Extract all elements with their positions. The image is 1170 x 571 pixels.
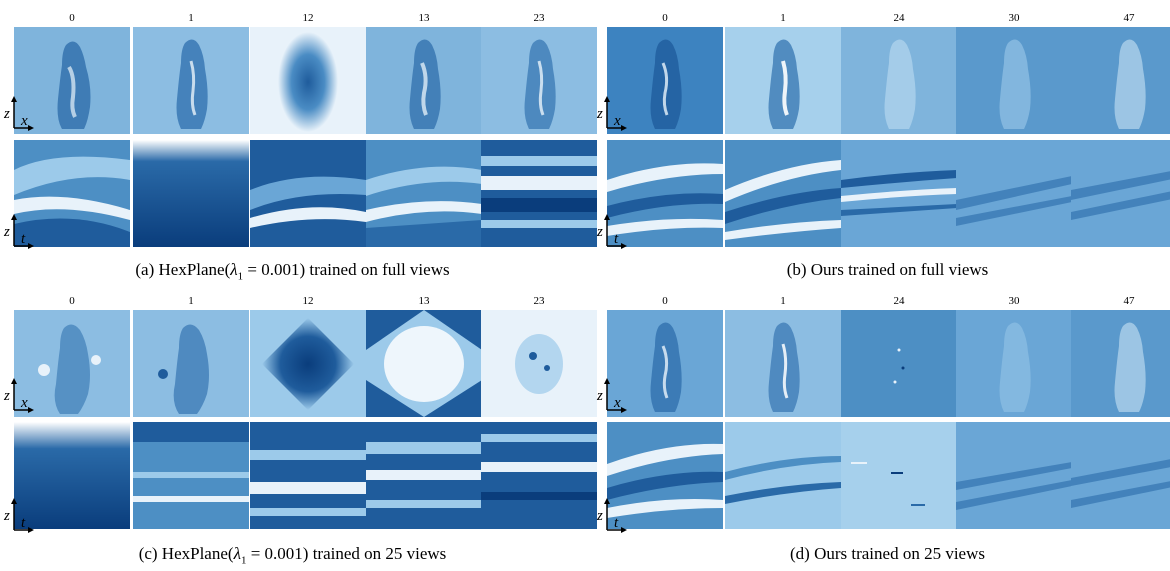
column-label: 1 — [188, 295, 194, 307]
feature-plane-zt — [841, 140, 957, 247]
feature-plane-zx — [841, 310, 957, 417]
feature-plane-zx — [366, 27, 482, 134]
feature-plane-zt — [956, 140, 1072, 247]
axis-label-h: t — [614, 515, 619, 531]
column-label: 0 — [69, 295, 75, 307]
column-label: 30 — [1008, 12, 1020, 24]
feature-plane-zt — [1071, 140, 1170, 247]
caption-d: (d) Ours trained on 25 views — [790, 544, 985, 563]
feature-plane-zx — [607, 310, 723, 417]
feature-plane-zt — [607, 140, 723, 247]
feature-plane-zx — [841, 27, 957, 134]
column-label: 23 — [533, 12, 545, 24]
feature-plane-zx — [1071, 310, 1170, 417]
feature-plane-zx — [481, 310, 597, 417]
axis-label-h: t — [614, 231, 619, 247]
feature-plane-zx — [133, 27, 249, 134]
feature-plane-zx — [14, 27, 130, 134]
feature-plane-zx — [366, 310, 482, 417]
feature-plane-zt — [481, 140, 597, 247]
axis-label-v: z — [3, 106, 10, 122]
column-label: 12 — [302, 12, 314, 24]
feature-plane-zx — [607, 27, 723, 134]
axis-label-v: z — [3, 508, 10, 524]
axis-label-h: x — [20, 113, 28, 129]
feature-plane-zt — [133, 422, 249, 529]
feature-plane-zx — [14, 310, 130, 417]
axis-label-h: t — [21, 515, 26, 531]
feature-plane-zt — [366, 140, 482, 247]
feature-plane-zx — [725, 310, 841, 417]
feature-plane-zx — [250, 310, 366, 417]
feature-plane-zt — [956, 422, 1072, 529]
feature-plane-zt — [1071, 422, 1170, 529]
caption-a: (a) HexPlane(λ1 = 0.001) trained on full… — [135, 260, 450, 283]
column-label: 23 — [533, 295, 545, 307]
axis-label-h: x — [613, 395, 621, 411]
column-label: 47 — [1123, 12, 1135, 24]
feature-plane-zt — [607, 422, 723, 529]
column-label: 24 — [893, 12, 905, 24]
feature-plane-zt — [14, 422, 130, 529]
feature-plane-zt — [133, 140, 249, 247]
feature-plane-zx — [250, 27, 366, 134]
column-label: 13 — [418, 12, 430, 24]
axis-label-h: x — [613, 113, 621, 129]
column-label: 30 — [1008, 295, 1020, 307]
axis-label-v: z — [596, 508, 603, 524]
feature-plane-zt — [14, 140, 130, 247]
feature-plane-zt — [481, 422, 597, 529]
column-label: 12 — [302, 295, 314, 307]
axis-label-v: z — [596, 224, 603, 240]
feature-plane-zt — [725, 140, 841, 247]
column-label: 13 — [418, 295, 430, 307]
column-label: 1 — [780, 295, 786, 307]
column-label: 0 — [69, 12, 75, 24]
axis-label-h: x — [20, 395, 28, 411]
axis-label-v: z — [596, 106, 603, 122]
feature-plane-zx — [1071, 27, 1170, 134]
column-label: 0 — [662, 295, 668, 307]
feature-plane-zt — [250, 422, 366, 529]
caption-b: (b) Ours trained on full views — [786, 260, 989, 279]
caption-c: (c) HexPlane(λ1 = 0.001) trained on 25 v… — [138, 544, 447, 567]
column-label: 1 — [780, 12, 786, 24]
feature-plane-zx — [133, 310, 249, 417]
axis-label-v: z — [3, 224, 10, 240]
feature-plane-zx — [481, 27, 597, 134]
column-label: 0 — [662, 12, 668, 24]
column-label: 1 — [188, 12, 194, 24]
axis-label-v: z — [596, 388, 603, 404]
axis-label-h: t — [21, 231, 26, 247]
feature-plane-zx — [725, 27, 841, 134]
axis-label-v: z — [3, 388, 10, 404]
column-label: 24 — [893, 295, 905, 307]
feature-plane-zt — [366, 422, 482, 529]
feature-plane-zt — [841, 422, 957, 529]
feature-plane-zt — [725, 422, 841, 529]
column-label: 47 — [1123, 295, 1135, 307]
feature-plane-zx — [956, 310, 1072, 417]
feature-plane-zx — [956, 27, 1072, 134]
feature-plane-zt — [250, 140, 366, 247]
